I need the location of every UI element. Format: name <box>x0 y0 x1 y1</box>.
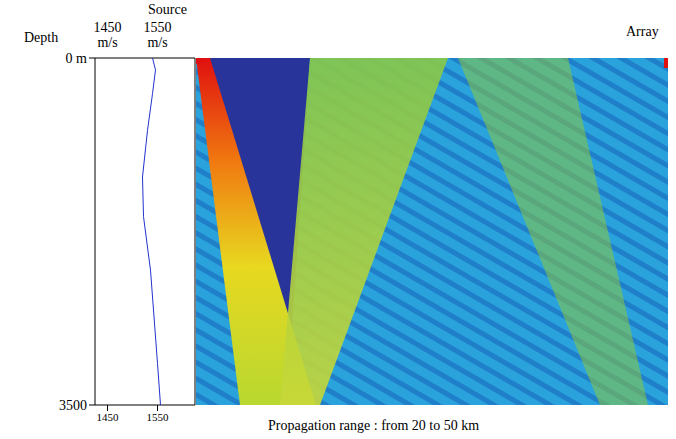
html-text:Propagation range : from 20 to: Propagation range : from 20 to 50 km <box>268 418 480 433</box>
svg-text:3500: 3500 <box>59 398 87 413</box>
svg-text:1550m/s: 1550m/s <box>144 20 172 50</box>
html-text:Depth: Depth <box>24 30 59 45</box>
svg-text:0 m: 0 m <box>66 51 88 66</box>
svg-text:1450m/s: 1450m/s <box>94 20 122 50</box>
svg-text:1550: 1550 <box>147 411 170 423</box>
html-text:Source: Source <box>148 2 187 17</box>
html-text:Array: Array <box>626 24 659 39</box>
svg-text:1450: 1450 <box>97 411 120 423</box>
